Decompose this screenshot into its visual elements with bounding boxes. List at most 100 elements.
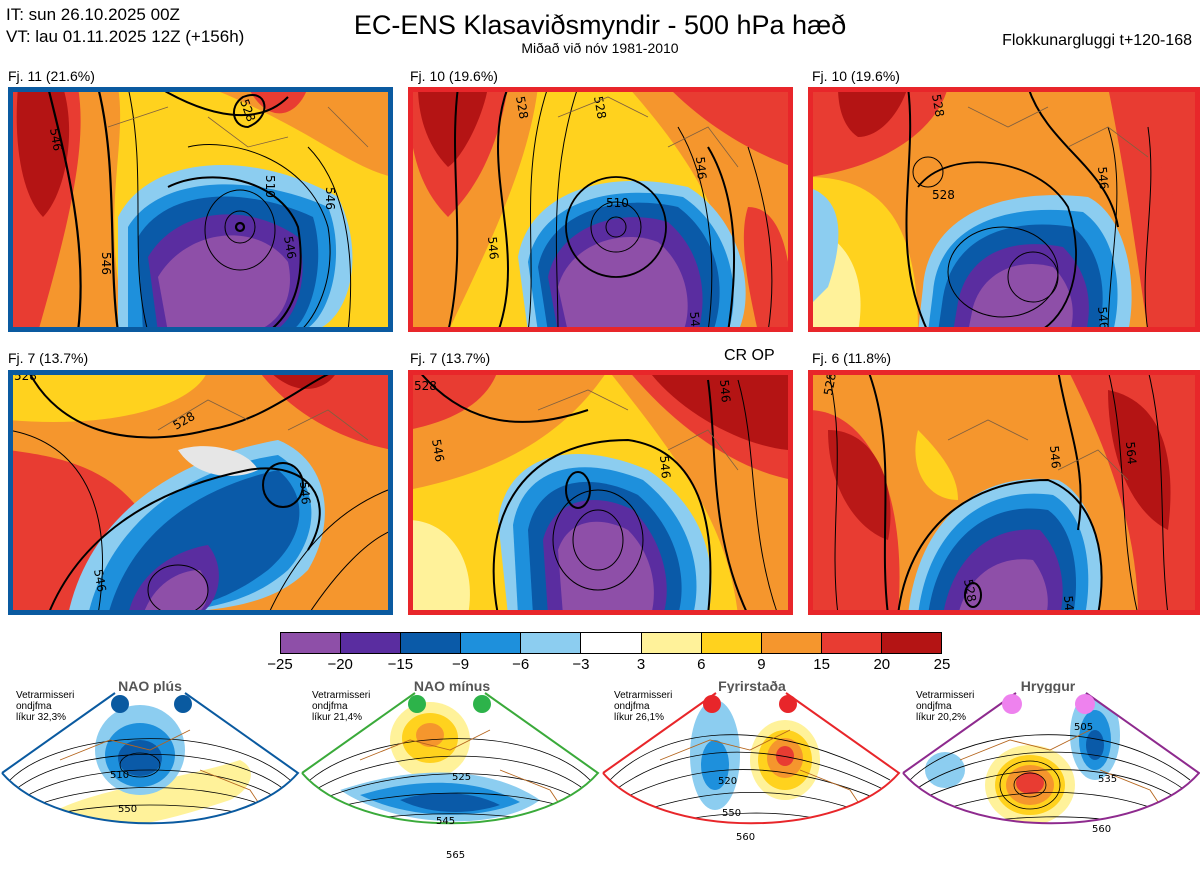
contour-label: 546	[1095, 306, 1111, 330]
colorbar	[280, 632, 942, 654]
anomaly-map-5: 528 546 546 546	[408, 370, 793, 615]
note-line: ondjfma	[614, 701, 650, 712]
contour-label: 546	[99, 252, 113, 275]
colorbar-tick-label: −6	[512, 656, 530, 673]
colorbar-tick-label: −20	[327, 656, 353, 673]
colorbar-segment	[460, 633, 521, 653]
init-time: IT: sun 26.10.2025 00Z	[6, 5, 180, 24]
regime-4-frame	[902, 692, 1200, 825]
cluster-map-panel-6: 528 546 564 528 546	[808, 370, 1200, 615]
regime-3-map	[603, 693, 899, 824]
colorbar-tick-label: −9	[451, 656, 470, 673]
contour-label: 528	[932, 188, 955, 202]
regime-3-dot	[703, 695, 721, 713]
colorbar-segment	[400, 633, 461, 653]
note-line: Vetrarmisseri	[16, 690, 75, 701]
contour-label: 546	[297, 481, 313, 505]
regime-2-dot	[408, 695, 426, 713]
regime-2-map	[302, 693, 598, 824]
regime-4-title: Hryggur	[1020, 678, 1076, 694]
contour-label: 565	[446, 850, 465, 861]
contour-label: 560	[736, 832, 755, 843]
contour-label: 546	[91, 568, 109, 593]
anomaly-map-2: 528 546 510 528 546 546	[408, 87, 793, 332]
regime-2-dot	[473, 695, 491, 713]
page-subtitle: Miðað við nóv 1981-2010	[521, 40, 679, 56]
note-line: ondjfma	[16, 701, 52, 712]
colorbar-tick-label: −15	[387, 656, 414, 673]
contour-label: 510	[606, 196, 629, 210]
colorbar-tick-label: 6	[697, 656, 706, 673]
contour-label: 546	[1095, 166, 1111, 190]
valid-time: VT: lau 01.11.2025 12Z (+156h)	[6, 27, 245, 46]
regime-4-note: Vetrarmisseri ondjfma líkur 20,2%	[916, 690, 974, 723]
colorbar-tick-label: 20	[873, 656, 891, 673]
regime-4-dot	[1075, 694, 1095, 714]
regime-2-frame	[301, 692, 600, 825]
contour-label: 560	[1092, 824, 1111, 835]
colorbar-tick-label: 25	[933, 656, 951, 673]
regime-3-title: Fyrirstaða	[718, 678, 786, 694]
colorbar-segment	[760, 633, 821, 653]
panel-6-label: Fj. 6 (11.8%)	[812, 350, 892, 366]
regime-2-note: Vetrarmisseri ondjfma líkur 21,4%	[312, 690, 370, 723]
contour-label: 546	[323, 187, 337, 210]
anomaly-map-6: 528 546 564 528 546	[808, 370, 1200, 615]
cluster-map-panel-1: 546 528 510 546 546 546	[8, 87, 393, 332]
colorbar-segment	[340, 633, 401, 653]
contour-label: 520	[718, 776, 737, 787]
contour-label: 545	[436, 816, 455, 827]
cluster-map-panel-3: 528 546 528 546	[808, 87, 1200, 332]
classification-window: Flokkunargluggi t+120-168	[1002, 32, 1192, 49]
anomaly-map-1: 546 528 510 546 546 546	[8, 87, 393, 332]
regime-1-note: Vetrarmisseri ondjfma líkur 32,3%	[16, 690, 74, 723]
panel-1-border	[8, 87, 393, 332]
contour-label: 546	[485, 236, 501, 260]
contour-label: 546	[687, 311, 703, 332]
panel-4-border	[8, 370, 393, 615]
anomaly-map-4: 528 528 546 546	[8, 370, 393, 615]
contour-label: 546	[717, 379, 733, 403]
contour-label: 546	[657, 455, 673, 479]
colorbar-segment	[820, 633, 881, 653]
regime-1-dot	[111, 695, 129, 713]
contour-label: 525	[452, 772, 471, 783]
regime-4-dot	[1002, 694, 1022, 714]
cluster-map-panel-4: 528 528 546 546	[8, 370, 393, 615]
colorbar-segment	[520, 633, 581, 653]
contour-label: 528	[929, 93, 947, 118]
page-title: EC-ENS Klasaviðsmyndir - 500 hPa hæð	[353, 10, 847, 40]
colorbar-tick-label: 15	[813, 656, 830, 673]
contour-label: 528	[821, 372, 839, 397]
colorbar-segment	[880, 633, 942, 653]
contour-label: 546	[281, 235, 299, 260]
note-line: Vetrarmisseri	[312, 690, 371, 701]
colorbar-tick-label: −3	[572, 656, 590, 673]
colorbar-segment	[580, 633, 641, 653]
regime-3-frame	[602, 692, 901, 825]
colorbar-tick-label: −25	[267, 656, 293, 673]
note-line: ondjfma	[312, 701, 348, 712]
regime-2-title: NAO mínus	[413, 678, 491, 694]
contour-label: 505	[1074, 722, 1093, 733]
regime-1-dot	[174, 695, 192, 713]
cluster-map-panel-2: 528 546 510 528 546 546	[408, 87, 793, 332]
contour-label: 564	[1123, 441, 1139, 465]
contour-label: 528	[961, 578, 979, 603]
cluster-map-panel-5: 528 546 546 546	[408, 370, 793, 615]
note-line: Vetrarmisseri	[916, 690, 975, 701]
note-line: ondjfma	[916, 701, 952, 712]
panel-6-border	[808, 370, 1200, 615]
panel-5-border	[408, 370, 793, 615]
regime-1-title: NAO plús	[118, 678, 182, 694]
colorbar-tick-label: 9	[757, 656, 766, 673]
regime-4-map	[903, 693, 1199, 824]
regime-1-frame	[1, 692, 300, 825]
note-line: líkur 26,1%	[614, 712, 665, 723]
panel-3-label: Fj. 10 (19.6%)	[812, 68, 900, 84]
panel-3-border	[808, 87, 1200, 332]
regime-1-map	[2, 693, 298, 824]
panel-5-label: Fj. 7 (13.7%)	[410, 350, 491, 366]
note-line: líkur 20,2%	[916, 712, 967, 723]
contour-label: 528	[513, 95, 531, 120]
